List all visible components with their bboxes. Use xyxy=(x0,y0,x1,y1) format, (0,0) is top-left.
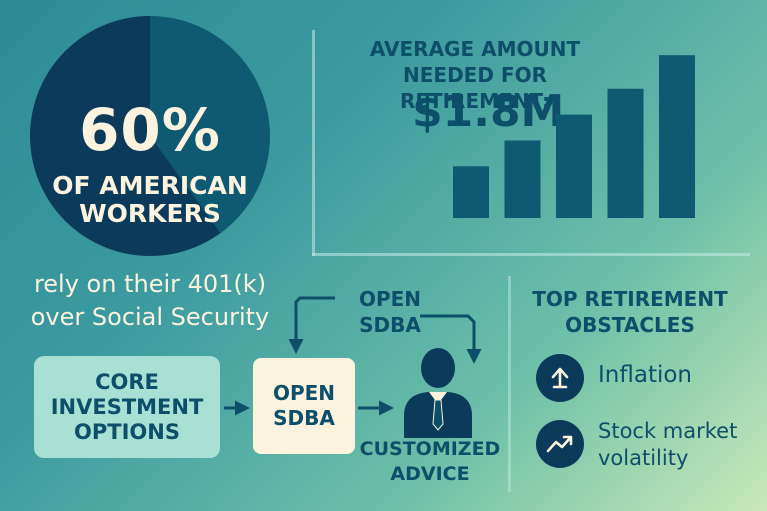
top-open-line2: SDBA xyxy=(359,313,421,337)
chart-title-line2: NEEDED FOR RETIREMENT: xyxy=(399,63,551,113)
bar-4 xyxy=(607,88,644,218)
chart-axis-bottom xyxy=(312,253,750,256)
advice-line1: CUSTOMIZED xyxy=(359,438,501,460)
person-tie-icon xyxy=(404,348,472,438)
top-open-line1: OPEN xyxy=(358,287,422,311)
obstacles-title-line1: TOP RETIREMENT xyxy=(532,287,728,311)
chart-value: $1.8M xyxy=(412,86,565,137)
obstacle-stock-line1: Stock market xyxy=(598,419,738,443)
trend-up-icon xyxy=(536,420,584,468)
core-line3: OPTIONS xyxy=(74,419,180,444)
obstacle-inflation: Inflation xyxy=(598,362,692,388)
open-line1: OPEN xyxy=(272,381,336,405)
customized-advice-label: CUSTOMIZED ADVICE xyxy=(355,437,505,487)
stat-caption-line1: rely on their 401(k) xyxy=(33,270,267,298)
arrow-loop-left xyxy=(288,296,335,354)
chart-title-line1: AVERAGE AMOUNT xyxy=(369,37,581,61)
core-line2: INVESTMENT xyxy=(50,394,204,419)
open-line2: SDBA xyxy=(273,406,335,430)
bar-2 xyxy=(504,140,541,218)
stat-percent: 60% xyxy=(79,96,221,164)
core-investment-box: CORE INVESTMENT OPTIONS xyxy=(34,356,220,458)
bar-1 xyxy=(453,166,489,218)
obstacles-divider xyxy=(508,276,511,492)
top-open-sdba-label: OPEN SDBA xyxy=(340,286,440,338)
advice-line2: ADVICE xyxy=(390,463,470,485)
obstacles-title-line2: OBSTACLES xyxy=(565,313,695,337)
obstacles-title: TOP RETIREMENT OBSTACLES xyxy=(520,286,740,338)
core-line1: CORE xyxy=(95,369,159,394)
obstacle-stock-market: Stock market volatility xyxy=(598,418,737,472)
up-arrow-icon xyxy=(536,354,584,402)
arrow-loop-right xyxy=(420,314,482,364)
open-sdba-box: OPEN SDBA xyxy=(253,358,355,454)
stat-caption-line2: over Social Security xyxy=(30,303,270,331)
bar-5 xyxy=(659,55,695,218)
percentage-pie-chart xyxy=(30,16,270,256)
stat-label-line2: WORKERS xyxy=(79,199,221,228)
obstacle-stock-line2: volatility xyxy=(598,446,689,470)
stat-label-line1: OF AMERICAN xyxy=(52,171,248,200)
chart-title: AVERAGE AMOUNT NEEDED FOR RETIREMENT: xyxy=(330,36,620,114)
stat-caption: rely on their 401(k) over Social Securit… xyxy=(20,268,280,334)
chart-axis-left xyxy=(312,30,315,256)
bar-chart xyxy=(453,55,695,218)
bar-3 xyxy=(556,114,592,218)
